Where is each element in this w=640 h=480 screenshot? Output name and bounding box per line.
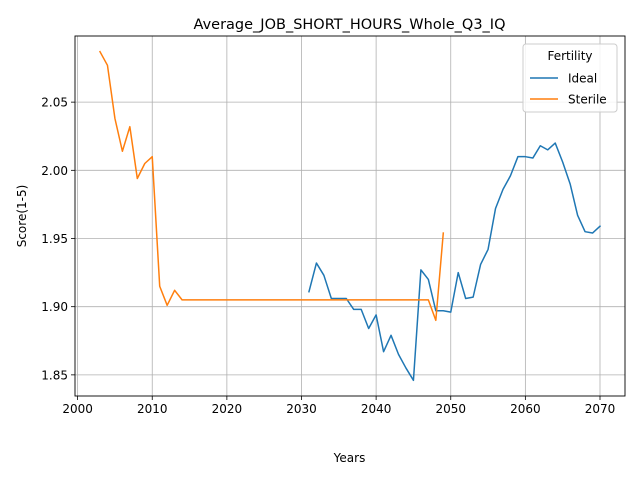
legend-entries: Ideal Sterile: [530, 72, 607, 107]
x-tick-label: 2010: [137, 402, 168, 416]
x-tick-label: 2040: [361, 402, 392, 416]
y-tick-label: 2.00: [41, 164, 68, 178]
axis-ticks: 2000 2010 2020 2030 2040 2050 2060 2070 1.85 1.90…: [41, 96, 615, 416]
y-tick-label: 2.05: [41, 96, 68, 110]
x-tick-label: 2000: [62, 402, 93, 416]
x-axis-label: Years: [333, 451, 366, 465]
series-line-ideal: [308, 142, 602, 382]
series-line-sterile: [98, 50, 445, 322]
series-lines: [98, 50, 602, 382]
x-tick-label: 2070: [585, 402, 616, 416]
x-tick-label: 2030: [286, 402, 317, 416]
legend-title: Fertility: [547, 49, 592, 63]
legend-box: [522, 43, 618, 113]
legend: Fertility Ideal Sterile: [522, 43, 618, 113]
x-tick-label: 2060: [510, 402, 541, 416]
chart-title: Average_JOB_SHORT_HOURS_Whole_Q3_IQ: [194, 17, 506, 33]
y-axis-label: Score(1-5): [15, 185, 29, 248]
plot-frame: [74, 35, 626, 397]
y-tick-label: 1.85: [41, 368, 68, 382]
y-tick-label: 1.90: [41, 300, 68, 314]
legend-label-sterile: Sterile: [568, 93, 607, 107]
y-tick-label: 1.95: [41, 232, 68, 246]
x-tick-label: 2050: [435, 402, 466, 416]
x-tick-label: 2020: [212, 402, 243, 416]
legend-label-ideal: Ideal: [568, 72, 597, 86]
